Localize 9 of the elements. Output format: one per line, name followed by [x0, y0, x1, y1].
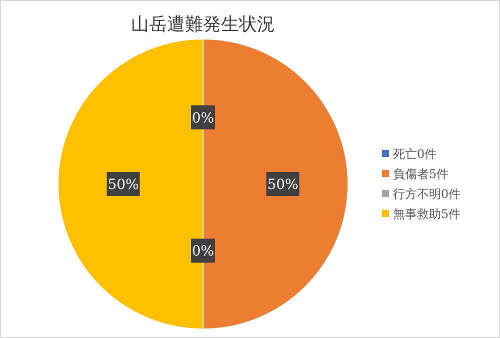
text: 0% [192, 110, 214, 126]
legend-label: 無事救助5件 [393, 207, 461, 221]
data-label: 50% [108, 177, 139, 193]
legend-label: 負傷者5件 [393, 167, 449, 181]
data-label: 50% [267, 177, 298, 193]
legend-label: 行方不明0件 [393, 187, 461, 201]
legend-label: 死亡0件 [393, 147, 437, 161]
text: 0% [192, 244, 214, 260]
chart-title: 山岳遭難発生状況 [131, 14, 275, 35]
